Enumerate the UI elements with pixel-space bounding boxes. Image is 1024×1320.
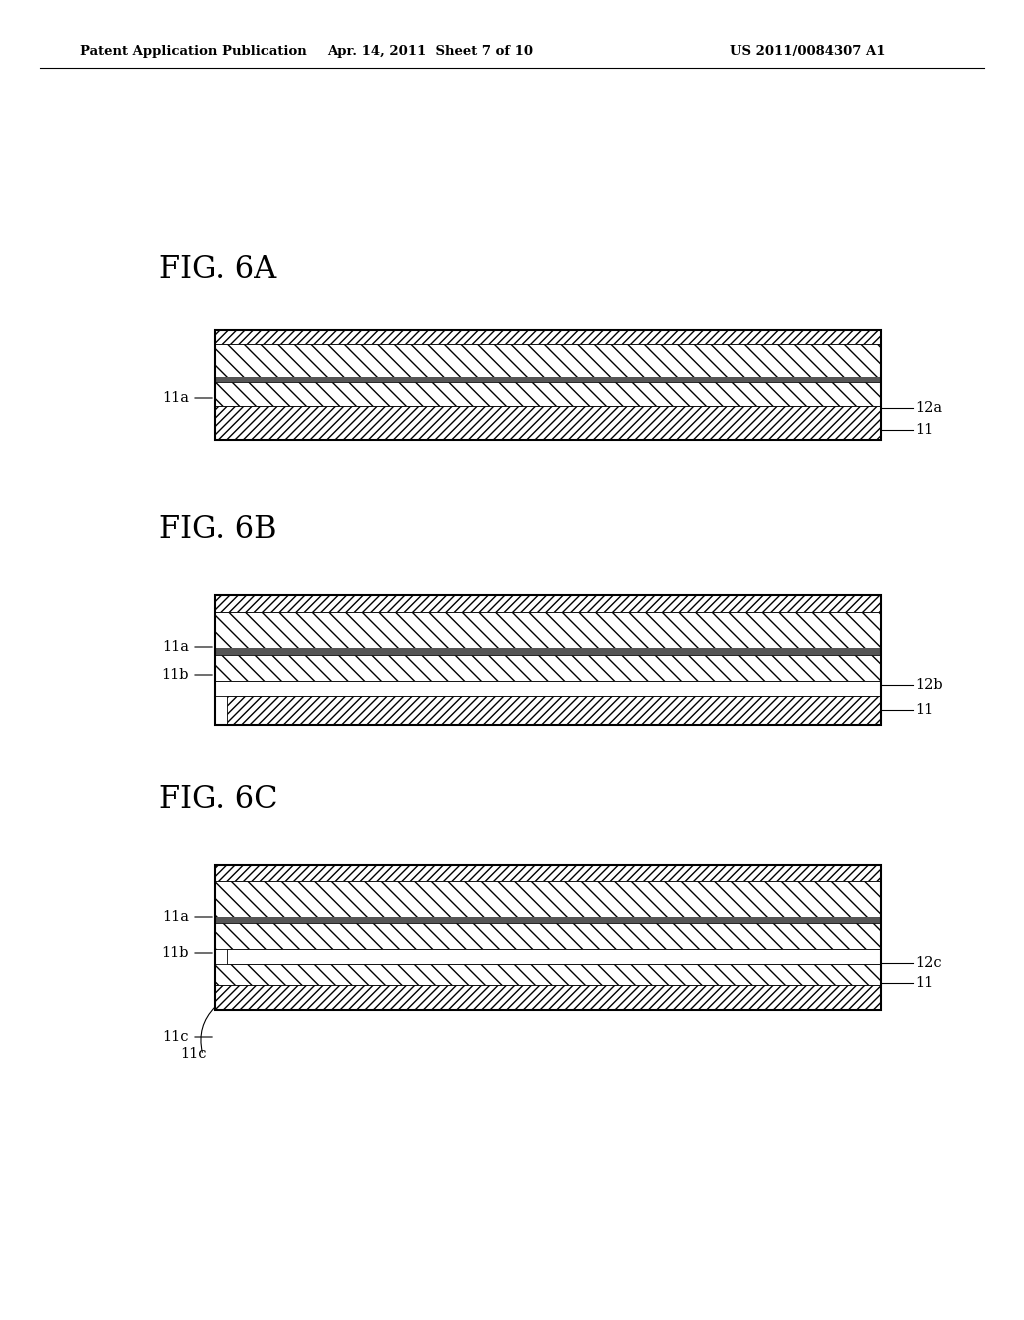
Text: 11c: 11c — [180, 1047, 207, 1061]
Text: Apr. 14, 2011  Sheet 7 of 10: Apr. 14, 2011 Sheet 7 of 10 — [327, 45, 534, 58]
Bar — [215, 923, 881, 949]
Bar — [215, 407, 881, 440]
Text: 11: 11 — [915, 975, 934, 990]
Bar — [215, 381, 881, 407]
Bar — [215, 865, 881, 880]
Bar — [215, 612, 881, 648]
Bar — [227, 949, 881, 964]
Text: Patent Application Publication: Patent Application Publication — [80, 45, 307, 58]
Text: FIG. 6B: FIG. 6B — [159, 515, 276, 545]
Bar — [227, 697, 881, 725]
Text: FIG. 6A: FIG. 6A — [159, 255, 276, 285]
Text: 11b: 11b — [162, 946, 189, 960]
Text: 12b: 12b — [915, 678, 943, 692]
Bar — [215, 330, 881, 440]
Bar — [215, 917, 881, 923]
Text: 11: 11 — [915, 704, 934, 717]
Bar — [215, 880, 881, 917]
Text: 12c: 12c — [915, 956, 942, 970]
Bar — [215, 595, 881, 725]
Text: 12a: 12a — [915, 401, 943, 414]
Text: 11b: 11b — [162, 668, 189, 682]
Bar — [215, 330, 881, 345]
Text: 11a: 11a — [162, 909, 189, 924]
Bar — [215, 681, 881, 697]
Bar — [215, 985, 881, 1010]
Bar — [215, 964, 881, 985]
Bar — [215, 865, 881, 1010]
Bar — [215, 595, 881, 612]
Bar — [215, 378, 881, 381]
Bar — [215, 655, 881, 681]
Text: 11a: 11a — [162, 391, 189, 405]
Bar — [215, 345, 881, 378]
Text: FIG. 6C: FIG. 6C — [159, 784, 278, 816]
Bar — [215, 648, 881, 655]
Text: 11c: 11c — [163, 1030, 189, 1044]
Text: 11: 11 — [915, 422, 934, 437]
Text: 11a: 11a — [162, 640, 189, 653]
Text: US 2011/0084307 A1: US 2011/0084307 A1 — [730, 45, 886, 58]
